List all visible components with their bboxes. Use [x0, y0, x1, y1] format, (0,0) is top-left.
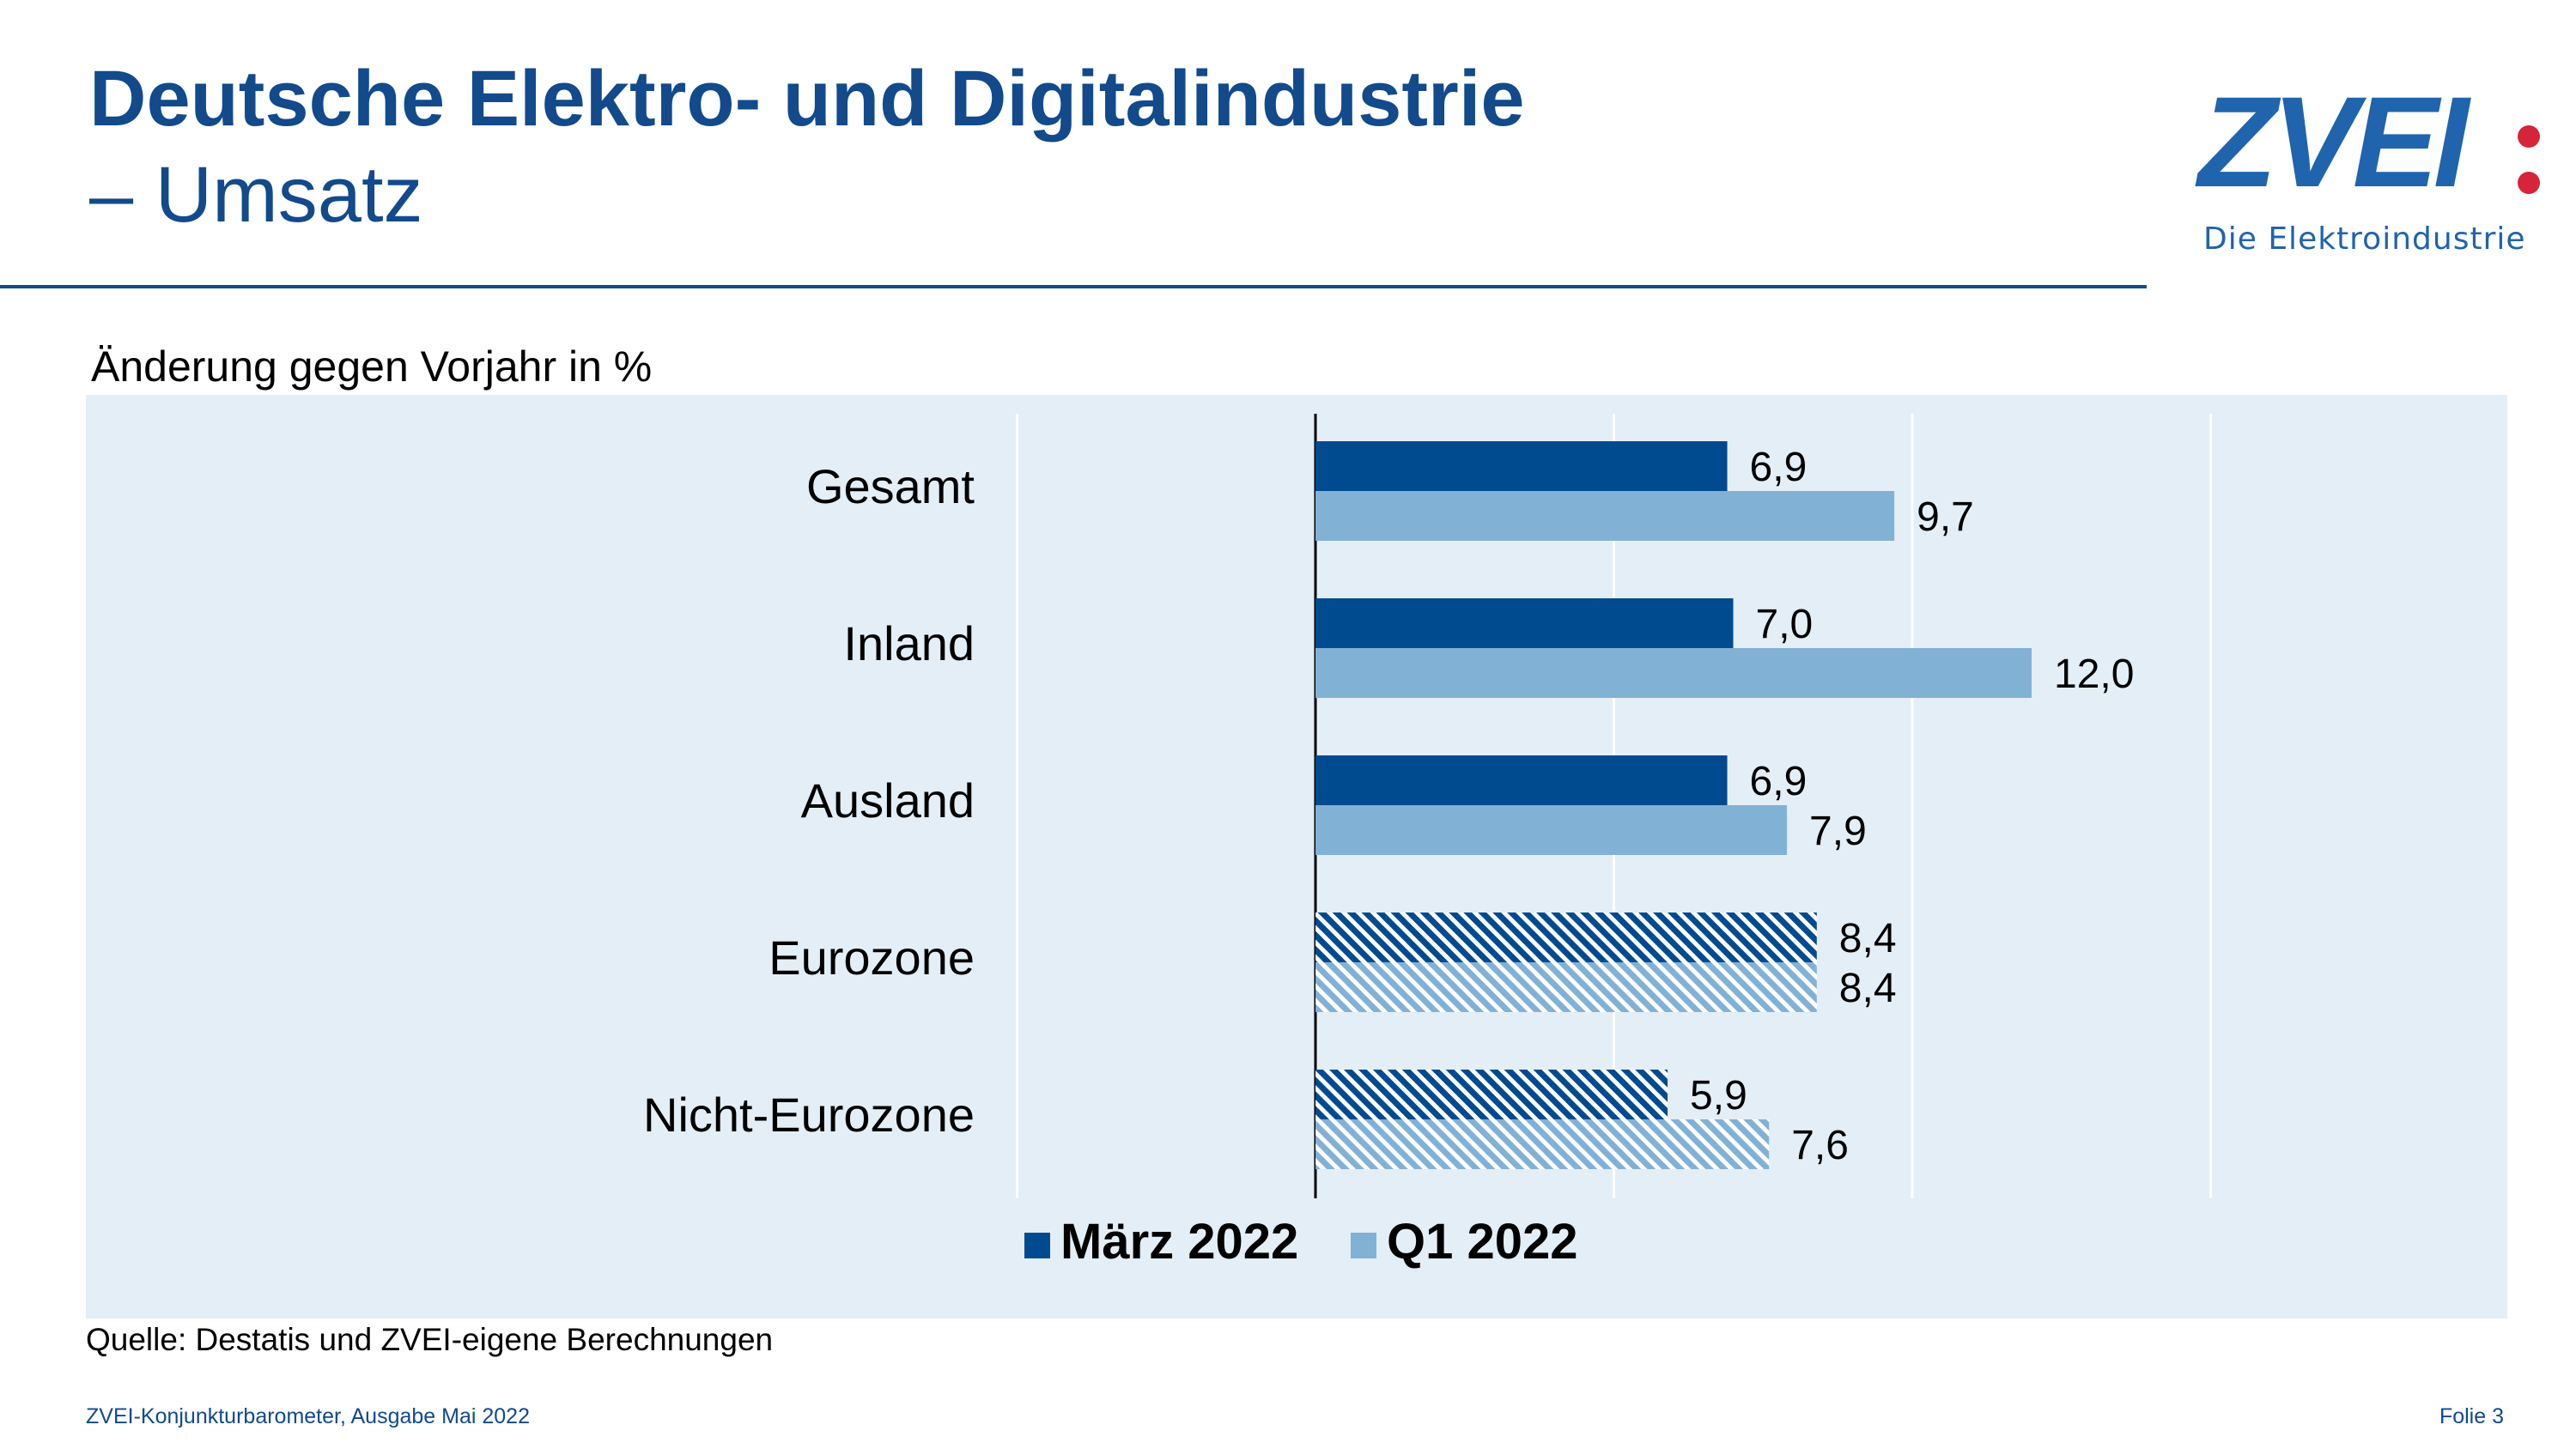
chart-unit-label: Änderung gegen Vorjahr in % [91, 343, 653, 391]
chart-panel: Gesamt 6,9 9,7 Inland 7,0 12,0 Ausland 6,9 7,9 Eu… [86, 395, 2507, 1319]
bar-maerz-2022 [1315, 755, 1728, 805]
bars [1315, 441, 2032, 1169]
bar-q1-2022 [1315, 962, 1817, 1012]
legend-label: März 2022 [1060, 1214, 1298, 1270]
footer-publication: ZVEI-Konjunkturbarometer, Ausgabe Mai 20… [86, 1404, 530, 1428]
data-label: 7,9 [1809, 809, 1867, 854]
legend-label: Q1 2022 [1387, 1214, 1578, 1270]
bar-q1-2022 [1315, 1119, 1770, 1169]
data-label: 5,9 [1690, 1073, 1747, 1119]
data-label: 8,4 [1839, 916, 1897, 961]
data-label: 7,0 [1756, 602, 1814, 647]
category-label: Ausland [801, 773, 975, 828]
source-note: Quelle: Destatis und ZVEI-eigene Berechn… [86, 1322, 774, 1357]
legend-swatch [1351, 1233, 1376, 1258]
bar-q1-2022 [1315, 805, 1788, 855]
legend: März 2022 Q1 2022 [1024, 1214, 1578, 1270]
category-label: Nicht-Eurozone [643, 1088, 975, 1142]
logo-dot-top [2518, 125, 2540, 148]
data-label: 12,0 [2054, 652, 2134, 697]
logo-wordmark: ZVEI [2198, 70, 2469, 214]
bar-maerz-2022 [1315, 441, 1728, 491]
zvei-logo: ZVEI Die Elektroindustrie [2198, 77, 2559, 266]
category-label: Inland [843, 616, 975, 670]
logo-dot-bottom [2518, 172, 2540, 194]
legend-swatch [1024, 1233, 1050, 1258]
page-subtitle: – Umsatz [89, 151, 423, 239]
data-label: 8,4 [1839, 966, 1897, 1011]
data-label: 7,6 [1791, 1123, 1849, 1168]
category-label: Gesamt [806, 459, 975, 513]
data-label: 6,9 [1750, 445, 1807, 490]
footer-slide-number: Folie 3 [2439, 1404, 2504, 1428]
page-title: Deutsche Elektro- und Digitalindustrie [89, 55, 1525, 142]
data-label: 6,9 [1750, 759, 1807, 804]
data-label: 9,7 [1917, 494, 1974, 540]
bar-q1-2022 [1315, 648, 2032, 698]
bar-maerz-2022 [1315, 1070, 1668, 1119]
logo-tagline: Die Elektroindustrie [2203, 221, 2526, 257]
bar-maerz-2022 [1315, 912, 1817, 962]
title-divider [0, 285, 2147, 288]
category-label: Eurozone [769, 931, 975, 985]
bar-maerz-2022 [1315, 598, 1734, 648]
bar-q1-2022 [1315, 491, 1895, 541]
